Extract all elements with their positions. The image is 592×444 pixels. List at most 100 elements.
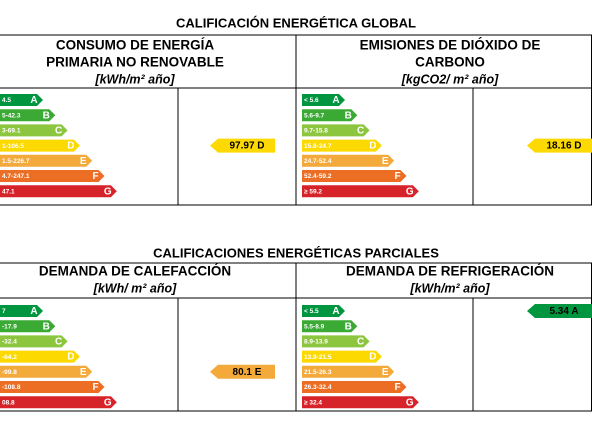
panel-unit: [kWh/m² año] [409, 281, 490, 295]
rating-letter: C [357, 126, 364, 137]
rating-letter: A [30, 306, 37, 317]
rating-range: ≥ 32.4 [304, 399, 322, 406]
rating-letter: D [67, 141, 74, 152]
rating-range: ≥ 59.2 [304, 188, 322, 195]
rating-range: < 5.5 [304, 308, 319, 315]
panel-heading: CARBONO [415, 55, 485, 70]
rating-letter: A [332, 95, 339, 106]
rating-letter: D [369, 352, 376, 363]
rating-bar [0, 109, 56, 122]
rating-letter: G [104, 397, 112, 408]
rating-bar [302, 305, 345, 317]
rating-range: 5-42.3 [2, 112, 21, 119]
rating-bar [0, 154, 93, 167]
rating-range: 5.5-8.9 [304, 323, 325, 330]
rating-letter: D [369, 141, 376, 152]
panel-heading: CONSUMO DE ENERGÍA [56, 38, 215, 53]
rating-bar [0, 170, 105, 182]
rating-letter: B [43, 110, 50, 121]
rating-range: -32.4 [2, 339, 17, 346]
rating-range: 9.7-15.8 [304, 128, 328, 135]
rating-bar [0, 139, 80, 152]
rating-bar [302, 124, 370, 137]
rating-bar [0, 124, 68, 137]
rating-range: 4.5 [2, 97, 11, 104]
rating-range: -17.9 [2, 323, 17, 330]
rating-letter: A [332, 306, 339, 317]
rating-letter: G [406, 186, 414, 197]
rating-bar [0, 94, 43, 106]
rating-range: 8.9-13.9 [304, 339, 328, 346]
rating-bar [302, 185, 419, 198]
rating-bar [0, 185, 117, 198]
indicator-label: 5.34 A [549, 306, 578, 317]
rating-bar [302, 154, 395, 167]
rating-range: 26.3-32.4 [304, 384, 332, 391]
rating-bar [302, 94, 345, 106]
rating-range: 08.8 [2, 399, 15, 406]
rating-indicator [210, 138, 275, 153]
rating-range: 7 [2, 308, 6, 315]
rating-bar [0, 350, 80, 363]
rating-letter: E [382, 156, 389, 167]
rating-range: 3-69.1 [2, 128, 21, 135]
rating-range: 24.7-52.4 [304, 158, 332, 165]
rating-bar [302, 335, 370, 348]
rating-letter: B [43, 321, 50, 332]
panel-unit: [kgCO2/ m² año] [401, 72, 499, 86]
rating-bar [0, 305, 43, 317]
rating-bar [302, 381, 407, 393]
indicator-label: 97.97 D [229, 141, 264, 152]
rating-bar [302, 139, 382, 152]
rating-bar [0, 320, 56, 333]
rating-indicator [527, 304, 592, 318]
rating-letter: C [55, 337, 62, 348]
section-title: CALIFICACIONES ENERGÉTICAS PARCIALES [153, 245, 439, 260]
rating-letter: A [30, 95, 37, 106]
section-title: CALIFICACIÓN ENERGÉTICA GLOBAL [176, 15, 416, 30]
panel-heading: PRIMARIA NO RENOVABLE [46, 55, 224, 70]
rating-letter: E [382, 367, 389, 378]
rating-range: 5.6-9.7 [304, 112, 325, 119]
rating-letter: B [345, 321, 352, 332]
rating-range: 21.5-26.3 [304, 369, 332, 376]
rating-bar [302, 350, 382, 363]
rating-range: < 5.6 [304, 97, 319, 104]
rating-range: 15.8-24.7 [304, 143, 332, 150]
rating-range: 13.9-21.5 [304, 354, 332, 361]
rating-bar [0, 335, 68, 348]
rating-range: 1-106.5 [2, 143, 24, 150]
rating-letter: C [55, 126, 62, 137]
rating-indicator [210, 364, 275, 379]
rating-letter: E [80, 156, 87, 167]
rating-letter: F [394, 171, 400, 182]
panel-heading: EMISIONES DE DIÓXIDO DE [360, 38, 541, 53]
rating-bar [0, 396, 117, 409]
rating-range: 52.4-59.2 [304, 173, 332, 180]
rating-letter: G [104, 186, 112, 197]
rating-letter: G [406, 397, 414, 408]
rating-range: 1.5-226.7 [2, 158, 30, 165]
panel-heading: DEMANDA DE REFRIGERACIÓN [346, 264, 554, 279]
rating-letter: B [345, 110, 352, 121]
rating-range: 4.7-247.1 [2, 173, 30, 180]
rating-range: -108.8 [2, 384, 21, 391]
panel-unit: [kWh/ m² año] [93, 281, 177, 295]
indicator-label: 18.16 D [546, 141, 581, 152]
rating-bar [302, 320, 358, 333]
rating-bar [302, 396, 419, 409]
rating-range: 47.1 [2, 188, 15, 195]
panel-unit: [kWh/m² año] [94, 72, 175, 86]
rating-bar [302, 109, 358, 122]
rating-letter: F [92, 171, 98, 182]
indicator-label: 80.1 E [233, 367, 262, 378]
rating-indicator [527, 138, 592, 153]
rating-bar [0, 365, 93, 378]
rating-letter: E [80, 367, 87, 378]
rating-bar [302, 170, 407, 182]
rating-letter: D [67, 352, 74, 363]
rating-bar [302, 365, 395, 378]
panel-heading: DEMANDA DE CALEFACCIÓN [39, 264, 231, 279]
rating-letter: C [357, 337, 364, 348]
